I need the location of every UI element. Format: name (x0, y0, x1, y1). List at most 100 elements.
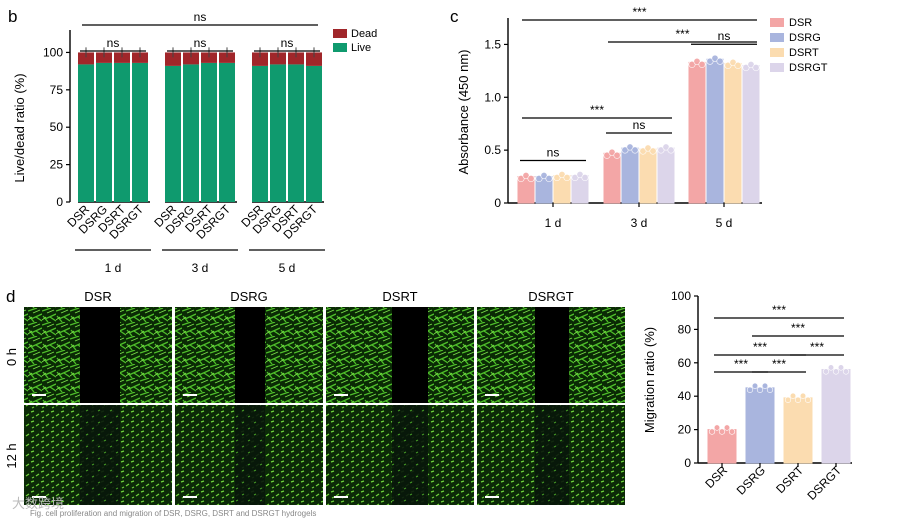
chart-d-xtick-label-dsr: DSR (702, 463, 730, 491)
column-title-dsr: DSR (84, 289, 111, 304)
point-dsrg-1-d-2 (545, 175, 553, 183)
row-label-12h: 12 h (4, 443, 19, 468)
point-dsrg-3-d-2 (631, 146, 639, 154)
legend-swatch-dsrt (770, 48, 784, 57)
migration-bar-dsrg (745, 387, 775, 464)
chart-d-ytick-label-100: 100 (671, 289, 691, 303)
chart-d-ytick-label-20: 20 (678, 423, 692, 437)
micrograph-dsrt-0-h-scratch-gap (392, 307, 428, 403)
migration-point-dsr-4 (728, 428, 736, 435)
live-dead-chart: Live/dead ratio (%) 0255075100DSRDSRGDSR… (12, 10, 325, 275)
point-dsrt-5-d-2 (734, 61, 742, 69)
chart-b-group-label-5-d: 5 d (279, 261, 296, 275)
micrograph-dsrgt-0-h-scratch-gap (535, 307, 569, 403)
chart-c-sig-1-2-label: *** (675, 27, 689, 41)
point-dsrgt-3-d-2 (667, 146, 675, 154)
bar-dead-1-d-dsrg (96, 52, 112, 63)
bar-live-1-d-dsr (78, 64, 94, 203)
bar-dead-1-d-dsrgt (132, 52, 148, 63)
chart-b-ytick-label-25: 25 (50, 158, 64, 172)
bar-live-5-d-dsrg (270, 64, 286, 203)
migration-point-dsrt-4 (804, 396, 812, 403)
chart-b-ytick-label-100: 100 (43, 45, 63, 59)
chart-c-ytick-label-1: 0.5 (484, 143, 501, 157)
point-dsrt-1-d-2 (563, 174, 571, 182)
point-dsrgt-1-d-2 (581, 174, 589, 182)
bar-dead-5-d-dsrg (270, 52, 286, 65)
point-dsr-5-d-2 (698, 60, 706, 68)
migration-point-dsrgt-2 (832, 368, 840, 375)
chart-b-ytick-label-0: 0 (56, 195, 63, 209)
bar-dsr-5-d (688, 61, 706, 204)
legend-swatch-dsrg (770, 33, 784, 42)
chart-d-sig-0-2-label: *** (753, 340, 767, 354)
chart-d-ytick-label-80: 80 (678, 322, 692, 336)
bar-live-3-d-dsr (165, 65, 181, 202)
migration-point-dsrt-1 (789, 392, 797, 399)
bar-live-5-d-dsr (252, 65, 268, 202)
bar-dead-3-d-dsrgt (219, 52, 235, 63)
migration-point-dsrg-3 (761, 382, 769, 389)
legend-swatch-dsr (770, 18, 784, 27)
migration-bar-dsrgt (821, 368, 851, 464)
migration-point-dsr-0 (708, 428, 716, 435)
migration-bar-dsrt (783, 397, 813, 464)
chart-d-xtick-label-dsrg: DSRG (734, 463, 768, 497)
chart-d-sig-1-2-label: *** (772, 357, 786, 371)
chart-b-ylabel: Live/dead ratio (%) (12, 73, 27, 182)
point-dsr-1-d-2 (527, 175, 535, 183)
point-dsr-3-d-2 (613, 151, 621, 159)
bar-dead-5-d-dsrt (288, 52, 304, 65)
bar-dsrg-3-d (621, 147, 639, 204)
chart-d-ytick-label-60: 60 (678, 356, 692, 370)
scratch-assay-micrographs: DSR DSRG DSRT DSRGT 0 h 12 h (4, 289, 625, 505)
migration-point-dsrgt-1 (827, 364, 835, 371)
micrograph-dsr-12-h-scratch-gap (80, 405, 120, 505)
chart-c-xtick-label-1-d: 1 d (545, 216, 562, 230)
chart-c-sig-0-2-label: *** (632, 5, 646, 19)
bar-dsrt-3-d (639, 148, 657, 204)
bar-live-3-d-dsrgt (219, 62, 235, 203)
figure-caption: Fig. cell proliferation and migration of… (30, 509, 316, 518)
migration-point-dsrgt-4 (842, 368, 850, 375)
migration-point-dsrg-4 (766, 386, 774, 393)
bar-live-1-d-dsrt (114, 62, 130, 203)
chart-b-sig-group-2-label: ns (281, 36, 294, 50)
migration-point-dsr-2 (718, 428, 726, 435)
bar-dead-3-d-dsr (165, 52, 181, 66)
bar-dsr-3-d (603, 152, 621, 204)
migration-point-dsrg-0 (746, 386, 754, 393)
migration-point-dsrt-2 (794, 396, 802, 403)
legend-label-dsr: DSR (789, 17, 812, 29)
bar-live-3-d-dsrt (201, 62, 217, 203)
bar-dead-5-d-dsr (252, 52, 268, 66)
bar-dead-3-d-dsrg (183, 52, 199, 65)
legend-label-dsrg: DSRG (789, 32, 821, 44)
migration-point-dsrt-0 (784, 396, 792, 403)
chart-b-sig-group-1-label: ns (194, 36, 207, 50)
chart-b-ytick-label-75: 75 (50, 83, 64, 97)
chart-c-ytick-label-2: 1.0 (484, 90, 501, 104)
absorbance-chart: Absorbance (450 nm) 0 0.5 1.0 1.5 1 d 3 d 5 d n… (456, 5, 762, 230)
panel-letter-b: b (8, 7, 17, 26)
legend-swatch-live (333, 43, 347, 52)
absorbance-legend: DSR DSRG DSRT DSRGT (770, 17, 828, 74)
chart-d-ytick-label-0: 0 (684, 456, 691, 470)
bar-live-5-d-dsrgt (306, 65, 322, 202)
panel-letter-c: c (450, 7, 459, 26)
chart-c-xtick-label-5-d: 5 d (716, 216, 733, 230)
chart-b-ytick-label-50: 50 (50, 120, 64, 134)
bar-dead-1-d-dsrt (114, 52, 130, 63)
chart-c-ytick-label-3: 1.5 (484, 37, 501, 51)
legend-swatch-dead (333, 29, 347, 38)
bar-dsrgt-5-d (742, 65, 760, 204)
chart-d-xtick-label-dsrt: DSRT (773, 463, 806, 496)
chart-d-ytick-label-40: 40 (678, 389, 692, 403)
point-dsrg-5-d-2 (716, 57, 724, 65)
bar-dsrgt-3-d (657, 147, 675, 204)
legend-label-dsrgt: DSRGT (789, 62, 828, 74)
chart-c-ytick-label-0: 0 (494, 196, 501, 210)
legend-label-dead: Dead (351, 28, 377, 40)
